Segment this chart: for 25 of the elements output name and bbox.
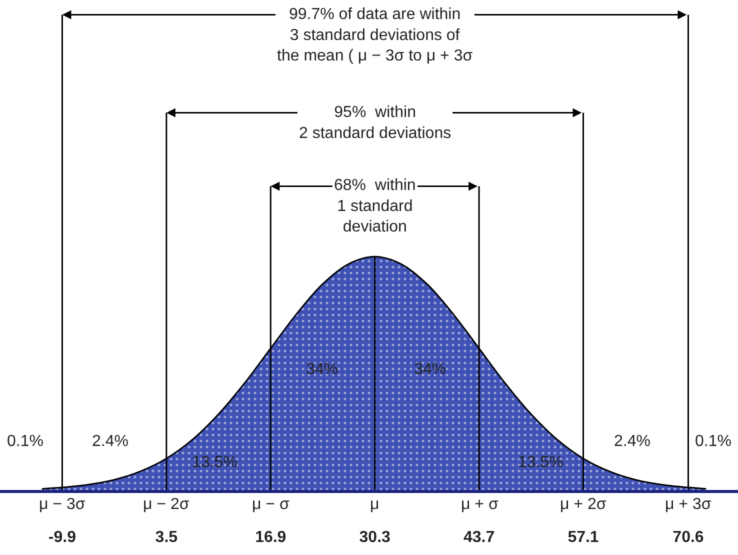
x-tick-label: 16.9 [255,529,286,546]
x-tick-label: 43.7 [463,529,495,546]
annotation: 0.1% [7,433,44,450]
annotation: 34% [414,361,446,378]
text: μ − σ [252,496,290,513]
annotation: 2.4% [614,433,650,450]
x-tick-label: -9.9 [48,529,76,546]
x-tick-label: 70.6 [672,529,704,546]
text: μ − 3σ [39,496,86,513]
text: μ + σ [461,496,498,513]
annotation: 13.5% [192,454,238,471]
annotation: 2.4% [92,433,128,450]
text: 99.7% of data are within 3 standard deviations of the mean ( μ − 3σ to μ + 3σ [277,6,473,65]
annotation: 0.1% [695,433,732,450]
text: μ + 2σ [560,496,606,513]
x-tick-label: 57.1 [568,529,599,546]
text: μ + 3σ [665,496,712,513]
x-tick-label: 3.5 [155,529,178,546]
text: μ [370,496,380,513]
annotation: 13.5% [518,454,564,471]
x-tick-label: 30.3 [359,529,390,546]
text: 68% within 1 standard deviation [334,177,416,236]
text: 95% within 2 standard deviations [299,104,452,142]
text: μ − 2σ [143,496,190,513]
annotation: 34% [306,361,338,378]
